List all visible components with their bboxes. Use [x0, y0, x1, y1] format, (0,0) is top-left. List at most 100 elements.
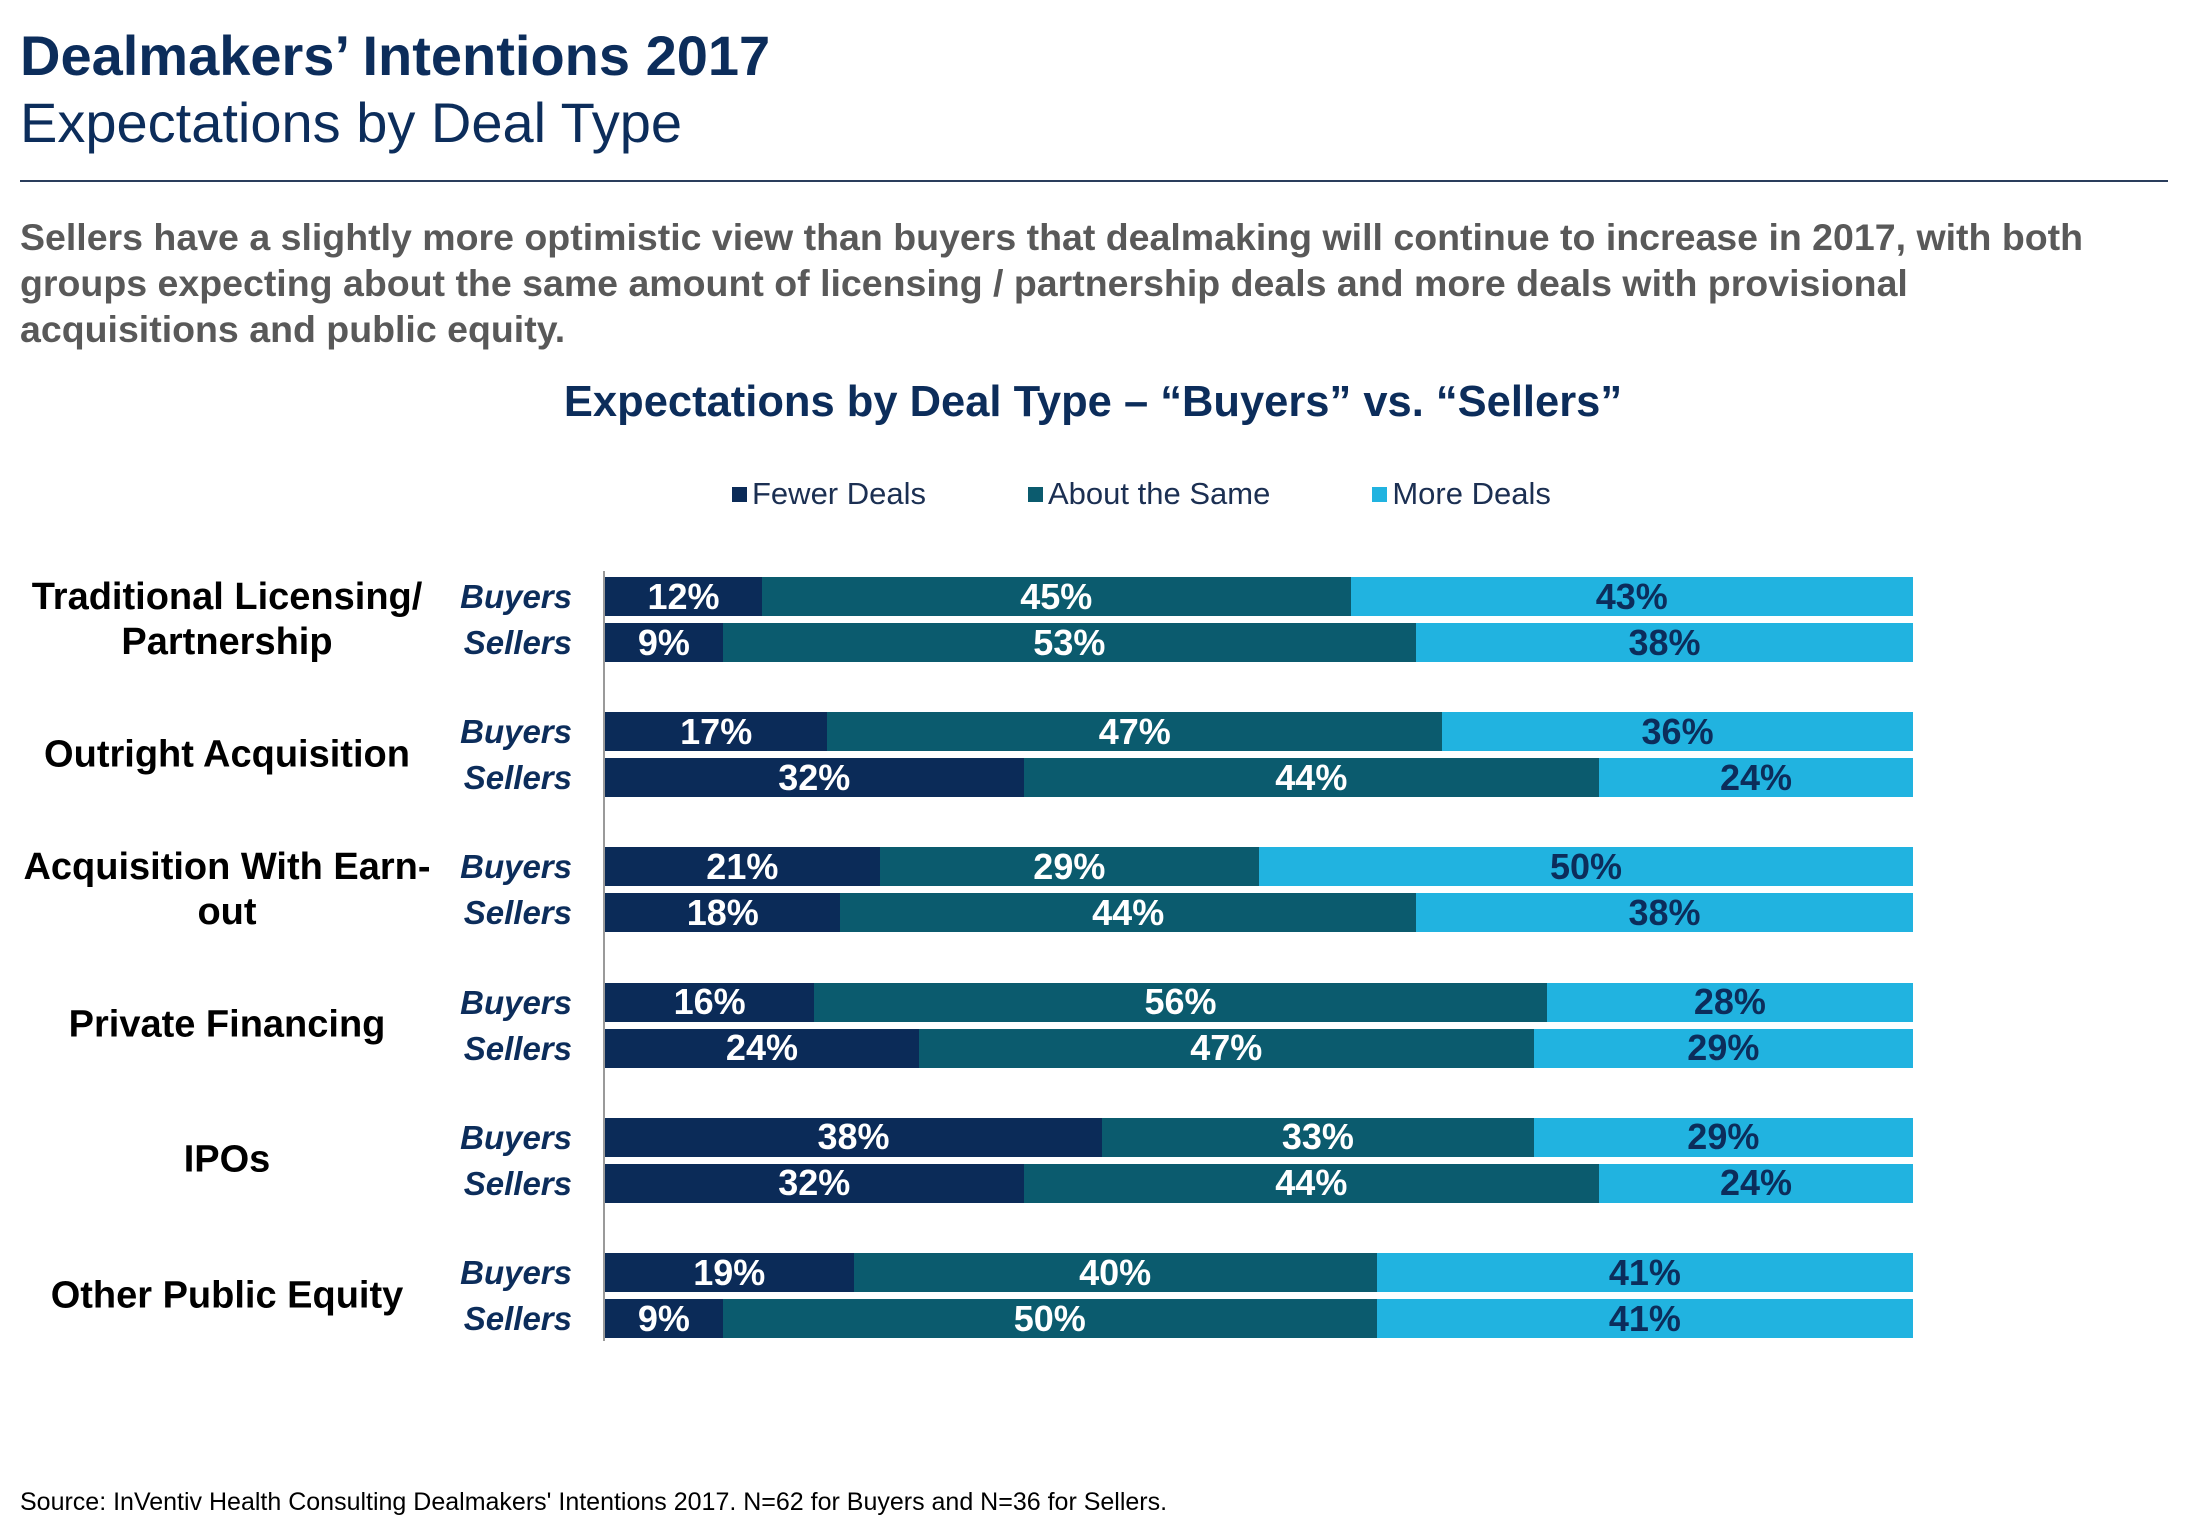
row-label-buyers: Buyers: [460, 578, 572, 615]
data-label: 41%: [1609, 1251, 1681, 1293]
bar-segment-more-deals: 24%: [1599, 1163, 1913, 1203]
y-axis-line: [603, 571, 605, 1341]
row-label-buyers: Buyers: [460, 1118, 572, 1156]
bar-segment-fewer-deals: 21%: [605, 845, 880, 887]
data-label-suffix: %: [1230, 1027, 1263, 1069]
data-label-value: 28: [1693, 981, 1734, 1023]
data-label-value: 32: [778, 756, 819, 798]
data-label-suffix: %: [1073, 621, 1106, 663]
data-label-value: 36: [1641, 710, 1682, 752]
bar-segment-fewer-deals: 38%: [605, 1116, 1103, 1158]
bar-segment-more-deals: 50%: [1259, 845, 1913, 887]
row-label-sellers: Sellers: [463, 894, 572, 932]
title-divider: [20, 180, 2168, 182]
bar-segment-more-deals: 43%: [1350, 575, 1913, 617]
data-label-suffix: %: [1073, 845, 1106, 887]
bar-segment-fewer-deals: 9%: [605, 1299, 723, 1338]
data-label: 41%: [1608, 1297, 1681, 1339]
row-label-sellers: Sellers: [463, 1029, 572, 1067]
data-label: 29%: [1687, 1119, 1759, 1155]
data-label: 9%: [637, 1297, 690, 1339]
category-label-ipos: IPOs: [183, 1138, 271, 1181]
row-label-sellers: Sellers: [463, 1300, 572, 1337]
legend-label: Fewer Deals: [752, 476, 926, 511]
data-label: 50%: [1014, 1300, 1086, 1337]
data-label-suffix: %: [1060, 575, 1093, 617]
row-label-sellers: Sellers: [463, 1164, 572, 1202]
data-label-suffix: %: [746, 845, 779, 887]
data-label-suffix: %: [687, 575, 720, 617]
bar-segment-more-deals: 36%: [1442, 710, 1913, 752]
data-label-value: 47: [1098, 710, 1139, 752]
row-label-sellers: Sellers: [463, 624, 572, 661]
data-label-value: 29: [1687, 1027, 1728, 1069]
legend-label: About the Same: [1048, 476, 1271, 511]
data-label-suffix: %: [1668, 891, 1701, 933]
bar-segment-more-deals: 29%: [1533, 1027, 1913, 1069]
data-label-value: 12: [647, 575, 688, 617]
bar-segment-more-deals: 41%: [1376, 1251, 1913, 1293]
bar-segment-fewer-deals: 18%: [605, 893, 841, 933]
bar-segment-more-deals: 38%: [1415, 891, 1913, 933]
data-label: 44%: [1092, 894, 1164, 931]
data-label-value: 38: [817, 1116, 858, 1158]
data-label: 9%: [638, 621, 690, 663]
data-label-value: 41: [1608, 1297, 1649, 1339]
data-label-suffix: %: [1138, 710, 1171, 752]
data-label: 36%: [1641, 710, 1714, 752]
data-label-value: 9: [637, 1297, 658, 1339]
bar-segment-about-the-same: 53%: [722, 621, 1416, 663]
data-label: 45%: [1020, 575, 1093, 617]
bar-segment-about-the-same: 47%: [827, 710, 1443, 752]
bar-segment-fewer-deals: 17%: [605, 710, 828, 752]
data-label-value: 47: [1190, 1027, 1231, 1069]
data-label-value: 50: [1549, 845, 1591, 887]
data-label: 12%: [647, 575, 720, 617]
bar-segment-about-the-same: 45%: [761, 575, 1351, 617]
data-label: 38%: [1628, 621, 1700, 663]
data-label-value: 17: [680, 710, 721, 752]
legend-item-about-the-same: About the Same: [1028, 476, 1270, 512]
data-label-suffix: %: [1635, 575, 1668, 617]
data-label-value: 38: [1628, 621, 1669, 663]
data-label: 53%: [1033, 621, 1106, 663]
data-label-suffix: %: [1760, 756, 1793, 798]
data-label-value: 38: [1628, 891, 1669, 933]
data-label-value: 19: [693, 1251, 734, 1293]
bar-segment-fewer-deals: 32%: [605, 1163, 1024, 1203]
data-label-suffix: %: [818, 1162, 851, 1204]
data-label: 24%: [1720, 1165, 1792, 1201]
data-label-value: 44: [1275, 756, 1316, 798]
data-label-suffix: %: [657, 621, 690, 663]
bar-segment-fewer-deals: 24%: [605, 1028, 919, 1068]
data-label-value: 44: [1275, 1162, 1316, 1204]
chart-legend: Fewer Deals About the Same More Deals: [732, 476, 1551, 512]
category-label-traditional-licensing-partnership: Traditional Licensing/ Partnership: [31, 575, 423, 663]
row-label-buyers: Buyers: [460, 713, 572, 751]
data-label: 50%: [1549, 845, 1622, 887]
data-label: 24%: [726, 1030, 798, 1066]
data-label-suffix: %: [857, 1116, 890, 1158]
data-label-suffix: %: [1119, 1251, 1152, 1293]
data-label-value: 29: [1033, 845, 1074, 887]
page-title: Dealmakers’ Intentions 2017: [20, 24, 771, 87]
data-label-suffix: %: [765, 1027, 798, 1069]
data-label: 29%: [1033, 845, 1106, 887]
bar-segment-about-the-same: 40%: [853, 1251, 1377, 1293]
data-label-suffix: %: [713, 981, 746, 1023]
data-label: 43%: [1596, 575, 1668, 617]
data-label-suffix: %: [1648, 1251, 1681, 1293]
data-label: 32%: [778, 1165, 850, 1201]
bar-segment-about-the-same: 33%: [1102, 1117, 1534, 1157]
bar-segment-fewer-deals: 32%: [605, 756, 1024, 798]
legend-item-more-deals: More Deals: [1372, 476, 1551, 512]
data-label-suffix: %: [1727, 1027, 1760, 1069]
bar-segment-fewer-deals: 9%: [605, 623, 723, 662]
data-label: 18%: [687, 894, 759, 931]
summary-text: Sellers have a slightly more optimistic …: [20, 216, 2084, 350]
data-label: 44%: [1275, 756, 1347, 798]
bar-segment-about-the-same: 44%: [840, 893, 1416, 933]
data-label-suffix: %: [720, 710, 753, 752]
legend-swatch: [732, 486, 747, 502]
legend-swatch: [1028, 486, 1043, 502]
